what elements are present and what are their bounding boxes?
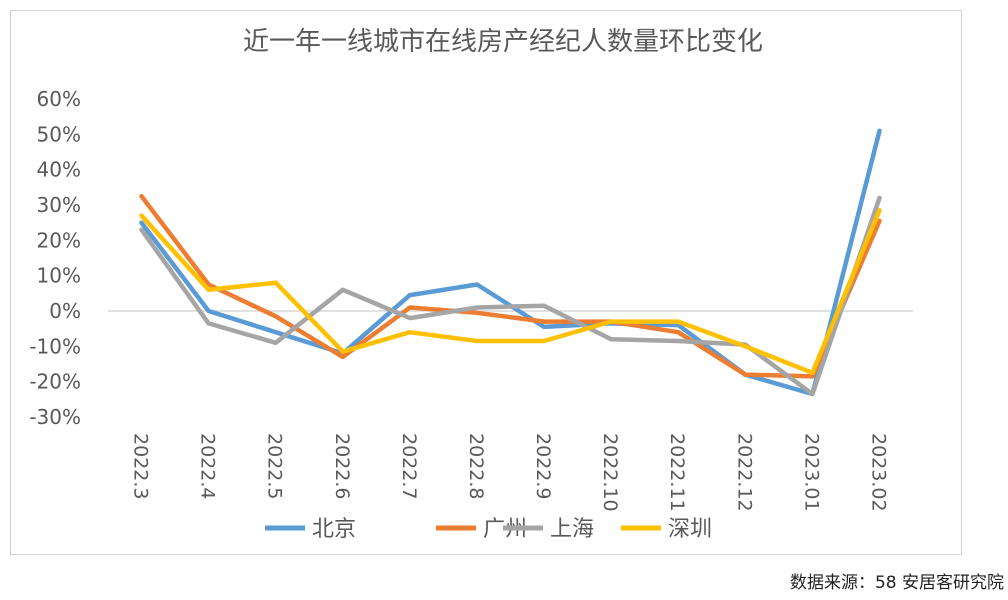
x-tick-label: 2022.8 [465,433,487,499]
y-tick-label: 60% [37,87,81,111]
data-point [609,319,614,324]
x-tick-label: 2022.6 [331,433,353,499]
data-point [139,194,144,199]
series-line-深圳 [139,208,882,376]
line-chart: 近一年一线城市在线房产经纪人数量环比变化 60% 50% 40% 30% 20% 10% 0… [29,27,913,542]
data-point [340,354,345,359]
series-line-广州 [139,193,882,379]
x-tick-label: 2022.3 [130,433,152,499]
data-point [407,293,412,298]
data-point [407,330,412,335]
data-point [676,319,681,324]
x-axis-labels: 2022.3 2022.4 2022.5 2022.6 2022.7 2022.8 2022… [130,433,890,512]
legend-label: 深圳 [668,517,712,542]
data-source-note: 数据来源：58 安居客研究院 [789,573,1004,593]
y-tick-label: -10% [29,334,81,358]
data-point [609,337,614,342]
x-tick-label: 2022.7 [398,433,420,499]
data-point [810,370,815,375]
chart-frame: 近一年一线城市在线房产经纪人数量环比变化 60% 50% 40% 30% 20% 10% 0… [10,10,962,555]
data-point [810,392,815,397]
x-tick-label: 2022.11 [666,433,688,512]
data-point [877,208,882,213]
data-point [206,321,211,326]
data-point [474,339,479,344]
data-point [139,213,144,218]
data-point [407,305,412,310]
data-point [273,330,278,335]
series-lines [139,128,882,397]
data-point [877,195,882,200]
data-point [474,305,479,310]
data-point [676,339,681,344]
legend: 北京广州上海深圳 [265,517,712,542]
data-point [206,287,211,292]
y-tick-label: 40% [37,158,81,182]
data-point [273,280,278,285]
x-tick-label: 2022.12 [733,433,755,512]
data-point [743,372,748,377]
data-point [340,349,345,354]
y-tick-label: 10% [37,264,81,288]
y-tick-label: 50% [37,122,81,146]
series-line-上海 [139,195,882,397]
y-tick-label: -30% [29,405,81,429]
data-point [743,344,748,349]
x-tick-label: 2023.01 [800,433,822,512]
data-point [542,339,547,344]
legend-label: 上海 [550,517,594,542]
data-point [877,218,882,223]
data-point [542,303,547,308]
data-point [273,340,278,345]
data-point [877,128,882,133]
data-point [542,324,547,329]
x-tick-label: 2023.02 [867,433,889,512]
data-point [340,287,345,292]
data-point [139,220,144,225]
y-axis-labels: 60% 50% 40% 30% 20% 10% 0% -10% -20% -30% [29,87,81,429]
data-point [206,309,211,313]
x-tick-label: 2022.5 [264,433,286,499]
data-point [810,374,815,379]
data-point [542,319,547,324]
data-point [273,314,278,319]
y-tick-label: -20% [29,370,81,394]
data-point [474,310,479,315]
data-point [676,330,681,335]
x-tick-label: 2022.9 [532,433,554,499]
x-tick-label: 2022.10 [599,433,621,512]
y-tick-label: 0% [49,299,81,323]
y-tick-label: 20% [37,228,81,252]
data-point [407,316,412,321]
data-point [139,227,144,232]
y-tick-label: 30% [37,193,81,217]
chart-title: 近一年一线城市在线房产经纪人数量环比变化 [243,27,763,57]
data-point [474,282,479,287]
legend-label: 北京 [312,517,356,542]
x-tick-label: 2022.4 [197,433,219,499]
